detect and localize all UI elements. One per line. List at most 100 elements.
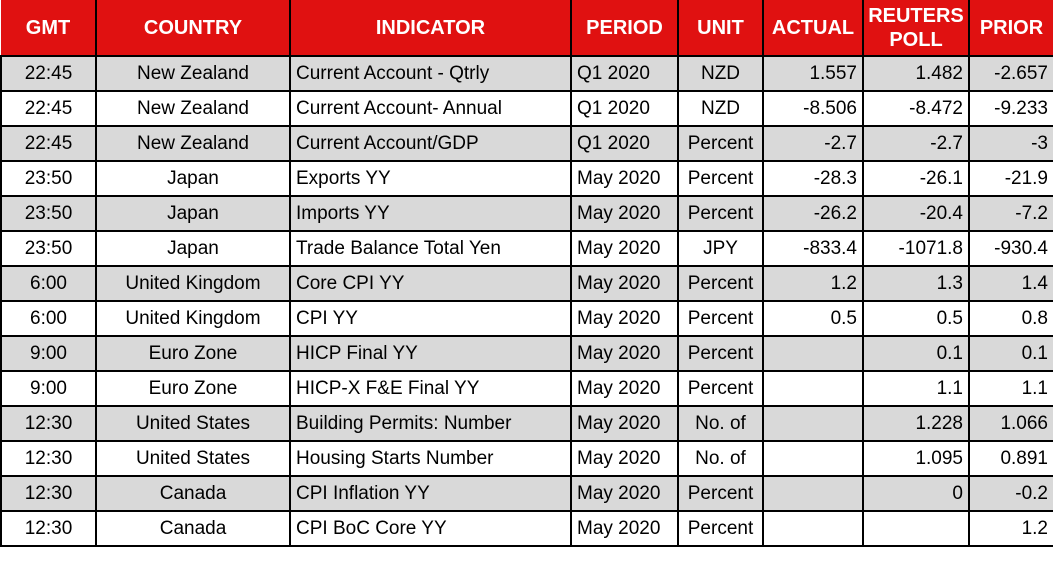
cell-gmt: 12:30 — [0, 510, 97, 547]
cell-period: May 2020 — [570, 160, 679, 197]
cell-unit: Percent — [677, 475, 764, 512]
cell-country: New Zealand — [95, 90, 291, 127]
cell-period: May 2020 — [570, 300, 679, 337]
cell-reuters-poll: 0.1 — [862, 335, 970, 372]
cell-unit: Percent — [677, 370, 764, 407]
cell-period: May 2020 — [570, 510, 679, 547]
table-row: 6:00 United Kingdom CPI YY May 2020 Percent 0… — [0, 300, 1053, 337]
cell-actual: -26.2 — [762, 195, 864, 232]
cell-reuters-poll: 1.482 — [862, 55, 970, 92]
cell-gmt: 23:50 — [0, 160, 97, 197]
cell-indicator: Current Account- Annual — [289, 90, 572, 127]
cell-prior: 0.8 — [968, 300, 1053, 337]
cell-gmt: 6:00 — [0, 300, 97, 337]
cell-gmt: 12:30 — [0, 440, 97, 477]
cell-prior: 0.891 — [968, 440, 1053, 477]
cell-period: May 2020 — [570, 475, 679, 512]
cell-indicator: HICP Final YY — [289, 335, 572, 372]
cell-country: Japan — [95, 160, 291, 197]
cell-indicator: Current Account - Qtrly — [289, 55, 572, 92]
cell-unit: Percent — [677, 510, 764, 547]
cell-unit: NZD — [677, 90, 764, 127]
table-row: 12:30 Canada CPI Inflation YY May 2020 Perce… — [0, 475, 1053, 512]
column-header-gmt: GMT — [1, 0, 97, 57]
cell-reuters-poll: 1.095 — [862, 440, 970, 477]
table-row: 23:50 Japan Imports YY May 2020 Percent -26.2… — [0, 195, 1053, 232]
cell-country: Canada — [95, 475, 291, 512]
cell-indicator: Current Account/GDP — [289, 125, 572, 162]
cell-indicator: Exports YY — [289, 160, 572, 197]
cell-unit: Percent — [677, 125, 764, 162]
cell-country: Euro Zone — [95, 370, 291, 407]
cell-unit: JPY — [677, 230, 764, 267]
table-row: 9:00 Euro Zone HICP Final YY May 2020 Percen… — [0, 335, 1053, 372]
cell-country: Euro Zone — [95, 335, 291, 372]
cell-country: United Kingdom — [95, 300, 291, 337]
cell-indicator: Core CPI YY — [289, 265, 572, 302]
cell-unit: Percent — [677, 300, 764, 337]
cell-prior: 1.1 — [968, 370, 1053, 407]
cell-period: May 2020 — [570, 440, 679, 477]
cell-unit: No. of — [677, 440, 764, 477]
column-header-unit: UNIT — [677, 0, 764, 57]
cell-unit: NZD — [677, 55, 764, 92]
cell-country: Japan — [95, 230, 291, 267]
cell-actual: 0.5 — [762, 300, 864, 337]
cell-prior: -21.9 — [968, 160, 1053, 197]
table-row: 12:30 United States Housing Starts Number M… — [0, 440, 1053, 477]
cell-reuters-poll: -20.4 — [862, 195, 970, 232]
cell-gmt: 12:30 — [0, 405, 97, 442]
cell-actual — [762, 335, 864, 372]
cell-country: Canada — [95, 510, 291, 547]
cell-prior: -0.2 — [968, 475, 1053, 512]
cell-actual — [762, 475, 864, 512]
table-row: 22:45 New Zealand Current Account - Qtrly Q… — [0, 55, 1053, 92]
cell-indicator: Building Permits: Number — [289, 405, 572, 442]
cell-unit: No. of — [677, 405, 764, 442]
table-row: 9:00 Euro Zone HICP-X F&E Final YY May 2020… — [0, 370, 1053, 407]
cell-actual — [762, 440, 864, 477]
cell-prior: 1.4 — [968, 265, 1053, 302]
cell-country: United Kingdom — [95, 265, 291, 302]
cell-unit: Percent — [677, 335, 764, 372]
cell-reuters-poll: -2.7 — [862, 125, 970, 162]
cell-prior: 0.1 — [968, 335, 1053, 372]
cell-period: May 2020 — [570, 195, 679, 232]
cell-actual: 1.557 — [762, 55, 864, 92]
cell-actual: -8.506 — [762, 90, 864, 127]
cell-prior: -3 — [968, 125, 1053, 162]
cell-actual: -833.4 — [762, 230, 864, 267]
column-header-reuters-poll: REUTERS POLL — [862, 0, 970, 57]
cell-actual — [762, 510, 864, 547]
cell-prior: -930.4 — [968, 230, 1053, 267]
table-row: 23:50 Japan Exports YY May 2020 Percent -28.3… — [0, 160, 1053, 197]
cell-actual — [762, 370, 864, 407]
cell-country: New Zealand — [95, 55, 291, 92]
cell-gmt: 12:30 — [0, 475, 97, 512]
cell-indicator: CPI BoC Core YY — [289, 510, 572, 547]
cell-gmt: 23:50 — [0, 230, 97, 267]
cell-period: May 2020 — [570, 370, 679, 407]
cell-period: Q1 2020 — [570, 55, 679, 92]
table-row: 12:30 United States Building Permits: Numb… — [0, 405, 1053, 442]
cell-country: United States — [95, 440, 291, 477]
column-header-period: PERIOD — [570, 0, 679, 57]
cell-country: New Zealand — [95, 125, 291, 162]
cell-indicator: CPI Inflation YY — [289, 475, 572, 512]
cell-gmt: 9:00 — [0, 335, 97, 372]
table-header-row: GMT COUNTRY INDICATOR PERIOD UNIT ACTUAL REUTE… — [1, 0, 1053, 57]
cell-indicator: HICP-X F&E Final YY — [289, 370, 572, 407]
cell-indicator: Housing Starts Number — [289, 440, 572, 477]
cell-indicator: CPI YY — [289, 300, 572, 337]
table-row: 22:45 New Zealand Current Account- Annual Q… — [0, 90, 1053, 127]
cell-actual: -2.7 — [762, 125, 864, 162]
cell-prior: 1.2 — [968, 510, 1053, 547]
column-header-actual: ACTUAL — [762, 0, 864, 57]
column-header-indicator: INDICATOR — [289, 0, 572, 57]
cell-actual — [762, 405, 864, 442]
column-header-country: COUNTRY — [95, 0, 291, 57]
cell-gmt: 6:00 — [0, 265, 97, 302]
cell-prior: -7.2 — [968, 195, 1053, 232]
cell-country: United States — [95, 405, 291, 442]
cell-reuters-poll: 1.3 — [862, 265, 970, 302]
